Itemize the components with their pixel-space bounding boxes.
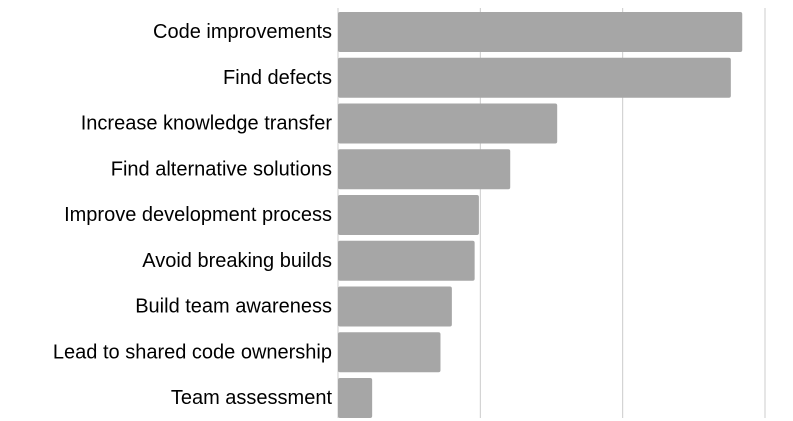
category-label-6: Build team awareness xyxy=(135,296,332,318)
category-label-3: Find alternative solutions xyxy=(111,158,332,180)
bar-7 xyxy=(338,332,441,373)
category-label-4: Improve development process xyxy=(64,204,332,226)
bar-0 xyxy=(338,12,743,52)
bar-1 xyxy=(338,57,731,98)
category-label-2: Increase knowledge transfer xyxy=(81,113,333,135)
bar-8 xyxy=(338,378,373,418)
category-label-1: Find defects xyxy=(223,67,332,89)
bar-6 xyxy=(338,286,452,327)
bar-3 xyxy=(338,149,511,190)
category-label-0: Code improvements xyxy=(153,21,332,43)
category-label-5: Avoid breaking builds xyxy=(142,250,332,272)
bar-5 xyxy=(338,240,475,281)
bar-4 xyxy=(338,195,479,235)
category-labels: Code improvements Find defects Increase kn… xyxy=(53,21,333,409)
category-label-7: Lead to shared code ownership xyxy=(53,341,332,363)
bar-2 xyxy=(338,103,558,144)
category-label-8: Team assessment xyxy=(171,387,333,409)
bars xyxy=(338,12,743,418)
